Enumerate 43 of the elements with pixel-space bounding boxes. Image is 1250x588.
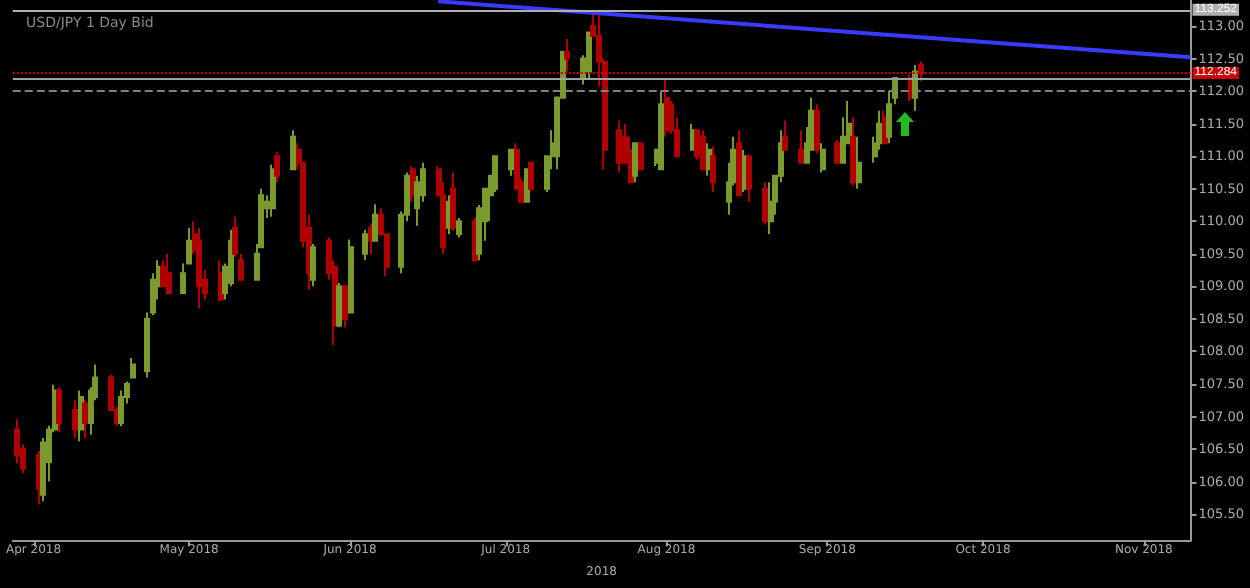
candlestick bbox=[918, 60, 924, 83]
candlestick bbox=[14, 418, 20, 465]
candlestick bbox=[82, 399, 88, 440]
candlestick bbox=[528, 161, 534, 190]
candlestick bbox=[362, 228, 368, 262]
candlestick bbox=[700, 129, 706, 171]
candlestick bbox=[310, 243, 316, 288]
candlestick bbox=[638, 142, 644, 171]
candlestick bbox=[56, 386, 62, 434]
candlestick bbox=[274, 151, 280, 184]
candlestick bbox=[834, 138, 840, 164]
candlestick bbox=[72, 399, 78, 440]
candlestick bbox=[856, 135, 862, 190]
candlestick bbox=[270, 163, 276, 218]
candlestick bbox=[372, 203, 378, 242]
candlestick bbox=[762, 181, 768, 226]
candlestick bbox=[814, 103, 820, 154]
candlestick bbox=[798, 129, 804, 164]
candlestick bbox=[348, 238, 354, 314]
candlestick bbox=[160, 259, 166, 288]
candlestick bbox=[820, 142, 826, 174]
candlestick bbox=[342, 285, 348, 329]
candlestick bbox=[850, 116, 856, 187]
candlestick bbox=[768, 181, 774, 236]
candlestick bbox=[564, 38, 570, 73]
candlestick bbox=[746, 155, 752, 203]
candlestick bbox=[632, 142, 638, 184]
candlestick bbox=[290, 129, 296, 171]
candlestick bbox=[658, 90, 664, 171]
candlestick bbox=[586, 31, 592, 80]
candlestick bbox=[78, 389, 84, 443]
candlestick bbox=[130, 356, 136, 379]
candlestick bbox=[166, 252, 172, 294]
candlestick bbox=[508, 148, 514, 177]
candlestick bbox=[710, 145, 716, 193]
candlestick bbox=[336, 282, 342, 329]
candlestick bbox=[616, 119, 622, 174]
candlestick bbox=[118, 389, 124, 428]
candlestick bbox=[196, 226, 202, 310]
candlestick bbox=[736, 129, 742, 197]
candlestick bbox=[456, 217, 462, 239]
candlestick bbox=[450, 171, 456, 233]
candlestick bbox=[782, 119, 788, 151]
